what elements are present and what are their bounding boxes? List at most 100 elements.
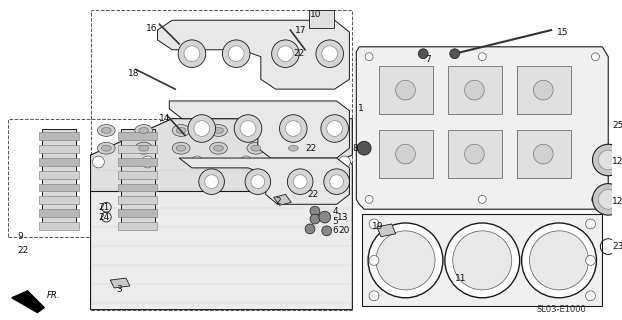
Circle shape — [310, 214, 320, 224]
Polygon shape — [12, 291, 44, 313]
Polygon shape — [356, 47, 608, 209]
Polygon shape — [39, 196, 79, 204]
Circle shape — [285, 121, 301, 136]
Circle shape — [396, 80, 415, 100]
Text: 1: 1 — [358, 104, 364, 113]
Circle shape — [529, 231, 588, 290]
Text: 22: 22 — [17, 246, 29, 255]
Ellipse shape — [172, 124, 190, 136]
Circle shape — [534, 144, 553, 164]
Text: 17: 17 — [295, 26, 307, 35]
Polygon shape — [179, 158, 350, 204]
Polygon shape — [118, 171, 157, 179]
Polygon shape — [118, 184, 157, 191]
Circle shape — [338, 156, 350, 168]
Text: FR.: FR. — [47, 291, 60, 300]
Ellipse shape — [101, 128, 111, 133]
Text: 9: 9 — [17, 232, 24, 241]
Circle shape — [199, 169, 225, 195]
Circle shape — [369, 291, 379, 301]
Text: 22: 22 — [307, 190, 318, 199]
Ellipse shape — [176, 128, 186, 133]
Ellipse shape — [213, 128, 223, 133]
Text: 15: 15 — [557, 28, 569, 36]
Circle shape — [330, 175, 343, 188]
Circle shape — [450, 49, 460, 59]
Text: 19: 19 — [372, 222, 384, 231]
Ellipse shape — [210, 124, 228, 136]
Ellipse shape — [289, 145, 298, 151]
Circle shape — [316, 40, 343, 68]
Polygon shape — [362, 214, 602, 306]
Circle shape — [294, 175, 307, 188]
Circle shape — [369, 219, 379, 229]
Text: 14: 14 — [159, 114, 171, 123]
Text: 24: 24 — [98, 212, 109, 221]
Circle shape — [592, 196, 600, 203]
Polygon shape — [517, 131, 571, 178]
Circle shape — [445, 223, 519, 298]
Ellipse shape — [251, 145, 261, 151]
Circle shape — [287, 169, 313, 195]
Circle shape — [324, 169, 350, 195]
Circle shape — [585, 291, 595, 301]
Circle shape — [327, 121, 343, 136]
Circle shape — [478, 196, 486, 203]
Polygon shape — [110, 278, 130, 288]
Circle shape — [592, 53, 600, 60]
Ellipse shape — [101, 145, 111, 151]
Polygon shape — [379, 67, 433, 114]
Polygon shape — [121, 129, 154, 229]
Circle shape — [223, 40, 250, 68]
Polygon shape — [448, 67, 502, 114]
Circle shape — [277, 46, 294, 61]
Polygon shape — [118, 158, 157, 166]
Polygon shape — [517, 67, 571, 114]
Ellipse shape — [213, 145, 223, 151]
Circle shape — [598, 189, 618, 209]
Text: 6: 6 — [333, 226, 338, 236]
Polygon shape — [274, 195, 291, 205]
Text: 20: 20 — [338, 226, 350, 236]
Circle shape — [322, 46, 338, 61]
Circle shape — [396, 144, 415, 164]
Polygon shape — [39, 171, 79, 179]
Circle shape — [279, 115, 307, 142]
Circle shape — [251, 175, 265, 188]
Circle shape — [478, 53, 486, 60]
Ellipse shape — [289, 128, 298, 133]
Text: SL03-E1000: SL03-E1000 — [536, 305, 586, 314]
Circle shape — [322, 226, 332, 236]
Polygon shape — [118, 209, 157, 217]
Text: 18: 18 — [128, 69, 139, 78]
Circle shape — [465, 80, 485, 100]
Circle shape — [184, 46, 200, 61]
Ellipse shape — [284, 142, 302, 154]
Circle shape — [593, 184, 622, 215]
Circle shape — [240, 121, 256, 136]
Ellipse shape — [284, 124, 302, 136]
Text: 12: 12 — [612, 157, 622, 166]
Polygon shape — [91, 119, 352, 191]
Polygon shape — [157, 20, 350, 89]
Ellipse shape — [135, 142, 152, 154]
Bar — [91, 10, 352, 310]
Text: 11: 11 — [455, 274, 466, 283]
Circle shape — [534, 80, 553, 100]
Text: 8: 8 — [352, 144, 358, 153]
Circle shape — [585, 219, 595, 229]
Polygon shape — [118, 132, 157, 140]
Circle shape — [245, 169, 271, 195]
Circle shape — [234, 115, 262, 142]
Ellipse shape — [135, 124, 152, 136]
Text: 4: 4 — [333, 207, 338, 216]
Circle shape — [465, 144, 485, 164]
Polygon shape — [39, 222, 79, 230]
Polygon shape — [379, 131, 433, 178]
Circle shape — [365, 196, 373, 203]
Circle shape — [178, 40, 206, 68]
Polygon shape — [39, 158, 79, 166]
Polygon shape — [118, 145, 157, 153]
Polygon shape — [42, 129, 76, 229]
Ellipse shape — [247, 142, 265, 154]
